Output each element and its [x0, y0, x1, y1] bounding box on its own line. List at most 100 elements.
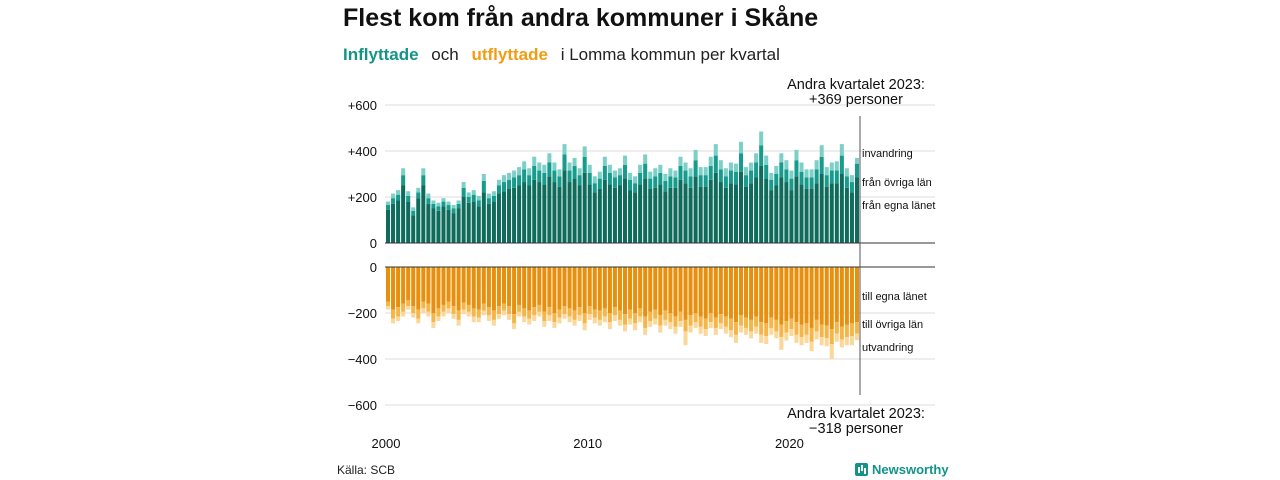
bar-out-segment: [628, 267, 633, 310]
bar-out-segment: [804, 334, 809, 343]
bar-out-segment: [406, 300, 411, 307]
bar-in-segment: [592, 176, 597, 184]
bar-in-segment: [628, 179, 633, 191]
bar-in-segment: [769, 179, 774, 191]
bar-out-segment: [512, 323, 517, 330]
bar-out-segment: [602, 267, 607, 309]
bar-out-segment: [617, 267, 622, 311]
bar-out-segment: [754, 267, 759, 317]
bar-in-segment: [537, 162, 542, 171]
bar-in-segment: [542, 184, 547, 243]
bar-out-segment: [738, 267, 744, 316]
bar-out-segment: [496, 267, 501, 307]
bar-in-segment: [698, 167, 703, 176]
newsworthy-icon: [855, 463, 868, 476]
bar-in-segment: [759, 131, 764, 146]
bar-in-segment: [496, 185, 501, 194]
bar-out-segment: [391, 318, 396, 324]
bar-in-segment: [693, 176, 698, 243]
bar-out-segment: [567, 308, 572, 317]
bar-out-segment: [466, 267, 471, 305]
bar-in-segment: [849, 192, 854, 243]
bar-in-segment: [441, 198, 446, 202]
chart-title: Flest kom från andra kommuner i Skåne: [343, 4, 819, 32]
bar-in-segment: [683, 170, 688, 184]
bar-in-segment: [809, 188, 814, 243]
bar-in-segment: [628, 190, 633, 243]
bar-in-segment: [849, 182, 854, 193]
bar-in-segment: [507, 188, 512, 243]
bar-out-segment: [602, 308, 607, 317]
bar-in-segment: [804, 169, 809, 178]
bar-out-segment: [678, 321, 683, 327]
bar-in-segment: [491, 191, 496, 196]
bar-in-segment: [461, 187, 466, 197]
bar-in-segment: [537, 170, 542, 183]
bar-out-segment: [834, 267, 839, 323]
bar-out-segment: [643, 267, 648, 317]
bar-out-segment: [411, 306, 416, 313]
bar-in-segment: [688, 187, 693, 243]
bar-out-segment: [728, 330, 733, 338]
bar-out-segment: [648, 267, 653, 312]
bar-in-segment: [501, 182, 507, 192]
bar-out-segment: [416, 267, 421, 310]
bar-out-segment: [653, 267, 658, 310]
bar-in-segment: [728, 162, 733, 171]
bar-in-segment: [431, 200, 436, 204]
bar-out-segment: [769, 327, 774, 335]
bar-in-segment: [481, 192, 486, 243]
bar-out-segment: [486, 307, 491, 316]
bar-in-segment: [547, 162, 552, 177]
bar-in-segment: [819, 145, 824, 157]
bar-out-segment: [436, 316, 441, 322]
bar-in-segment: [744, 175, 749, 187]
bar-out-segment: [542, 311, 547, 322]
bar-out-segment: [396, 267, 401, 308]
bar-out-segment: [542, 321, 547, 327]
bar-out-segment: [824, 338, 829, 347]
bar-in-segment: [764, 155, 769, 165]
bar-in-segment: [396, 200, 401, 243]
bar-out-segment: [854, 267, 859, 323]
subtitle-utflyttade: utflyttade: [471, 45, 548, 64]
bar-out-segment: [426, 311, 431, 317]
bar-out-segment: [829, 344, 834, 359]
bar-in-segment: [572, 157, 577, 166]
bar-out-segment: [607, 322, 612, 330]
bar-out-segment: [527, 318, 532, 325]
bar-out-segment: [476, 267, 481, 310]
xtick-label: 2010: [573, 436, 602, 451]
bar-out-segment: [572, 267, 577, 311]
bar-in-segment: [678, 179, 683, 243]
bar-out-segment: [491, 319, 496, 326]
bar-in-segment: [527, 168, 532, 176]
bar-in-segment: [774, 174, 779, 186]
bar-out-segment: [522, 316, 527, 323]
bar-in-segment: [703, 175, 708, 187]
bar-in-segment: [411, 207, 416, 211]
bar-out-segment: [774, 331, 779, 339]
bar-out-segment: [587, 267, 592, 307]
bar-out-segment: [552, 313, 557, 323]
bar-in-segment: [638, 184, 643, 243]
bar-out-segment: [733, 334, 738, 343]
bar-in-segment: [522, 161, 527, 170]
bar-in-segment: [638, 164, 643, 173]
bar-in-segment: [466, 192, 471, 197]
bar-in-segment: [723, 176, 728, 188]
bar-in-segment: [779, 153, 784, 163]
bar-out-segment: [708, 313, 713, 323]
bar-in-segment: [769, 172, 774, 180]
bar-out-segment: [809, 267, 814, 328]
bar-in-segment: [814, 169, 819, 184]
bar-in-segment: [517, 185, 522, 243]
ytick-label-bottom: −600: [348, 398, 377, 413]
bar-in-segment: [749, 170, 754, 184]
bar-in-segment: [552, 182, 557, 243]
bar-in-segment: [759, 165, 764, 243]
bar-out-segment: [527, 267, 532, 311]
bar-out-segment: [633, 313, 638, 324]
subtitle-inflyttade: Inflyttade: [343, 45, 419, 64]
bar-in-segment: [738, 153, 744, 172]
